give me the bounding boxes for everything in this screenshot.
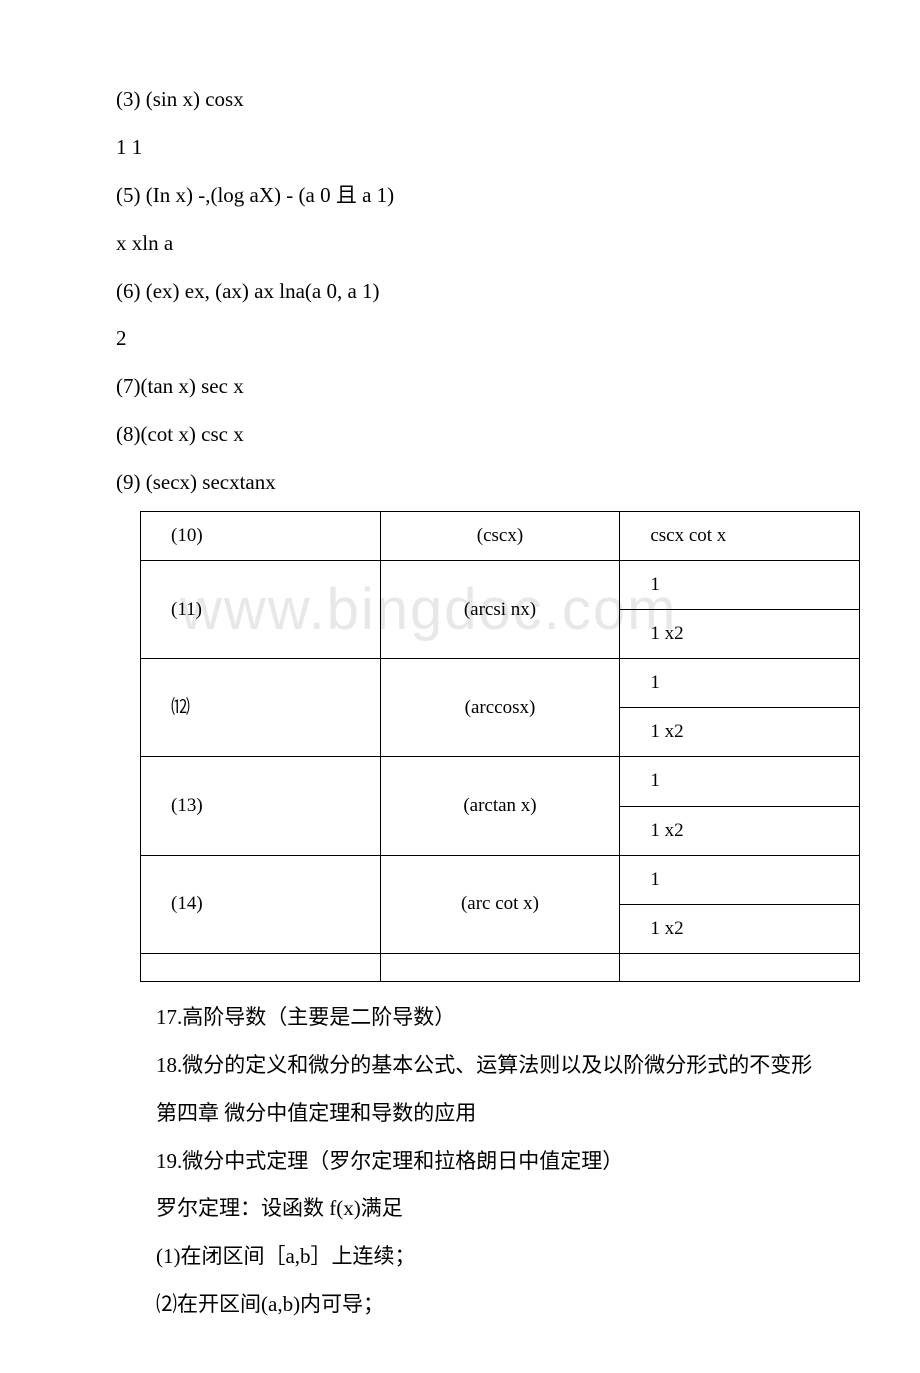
cell-deriv-bot: 1 x2 [620, 904, 860, 953]
paragraph-17: 17.高阶导数（主要是二阶导数） [156, 998, 840, 1038]
derivative-table: (10) (cscx) cscx cot x (11) (arcsi nx) 1… [140, 511, 860, 982]
table-row: ⑿ (arccosx) 1 [141, 659, 860, 708]
paragraph-18-text: 18.微分的定义和微分的基本公式、运算法则以及以阶微分形式的不变形 [156, 1046, 840, 1086]
cell-func: (arctan x) [380, 757, 620, 855]
paragraph-18: 18.微分的定义和微分的基本公式、运算法则以及以阶微分形式的不变形 [156, 1046, 840, 1086]
cell-deriv-top: 1 [620, 757, 860, 806]
cell-index: (14) [141, 855, 381, 953]
cell-deriv: cscx cot x [620, 512, 860, 561]
formula-line-6: (6) (ex) ex, (ax) ax lna(a 0, a 1) [116, 272, 840, 312]
cell-index: (10) [141, 512, 381, 561]
table-row: (13) (arctan x) 1 [141, 757, 860, 806]
formula-fragment-3: 2 [116, 319, 840, 359]
cell-deriv-bot: 1 x2 [620, 610, 860, 659]
formula-fragment-2: x xln a [116, 224, 840, 264]
cell-index: ⑿ [141, 659, 381, 757]
cell-func: (arcsi nx) [380, 561, 620, 659]
condition-1: (1)在闭区间［a,b］上连续； [156, 1237, 840, 1277]
table-row-empty [141, 953, 860, 981]
rolle-theorem-text: 罗尔定理：设函数 f(x)满足 [156, 1189, 840, 1229]
formula-fragment-1: 1 1 [116, 128, 840, 168]
cell-empty [380, 953, 620, 981]
cell-index: (13) [141, 757, 381, 855]
cell-deriv-top: 1 [620, 659, 860, 708]
table-row: (11) (arcsi nx) 1 [141, 561, 860, 610]
cell-func: (cscx) [380, 512, 620, 561]
formula-line-7: (7)(tan x) sec x [116, 367, 840, 407]
formula-line-5: (5) (In x) -,(log aX) - (a 0 且 a 1) [116, 176, 840, 216]
cell-empty [620, 953, 860, 981]
cell-empty [141, 953, 381, 981]
cell-func: (arc cot x) [380, 855, 620, 953]
formula-line-3: (3) (sin x) cosx [116, 80, 840, 120]
formula-line-9: (9) (secx) secxtanx [116, 463, 840, 503]
cell-deriv-top: 1 [620, 855, 860, 904]
table-row: (14) (arc cot x) 1 [141, 855, 860, 904]
chapter-heading: 第四章 微分中值定理和导数的应用 [156, 1094, 840, 1134]
cell-index: (11) [141, 561, 381, 659]
condition-2: ⑵在开区间(a,b)内可导； [156, 1285, 840, 1325]
cell-deriv-bot: 1 x2 [620, 806, 860, 855]
cell-func: (arccosx) [380, 659, 620, 757]
paragraph-19: 19.微分中式定理（罗尔定理和拉格朗日中值定理） [156, 1142, 840, 1182]
cell-deriv-bot: 1 x2 [620, 708, 860, 757]
formula-line-8: (8)(cot x) csc x [116, 415, 840, 455]
cell-deriv-top: 1 [620, 561, 860, 610]
document-content: (3) (sin x) cosx 1 1 (5) (In x) -,(log a… [80, 80, 840, 1325]
table-row: (10) (cscx) cscx cot x [141, 512, 860, 561]
